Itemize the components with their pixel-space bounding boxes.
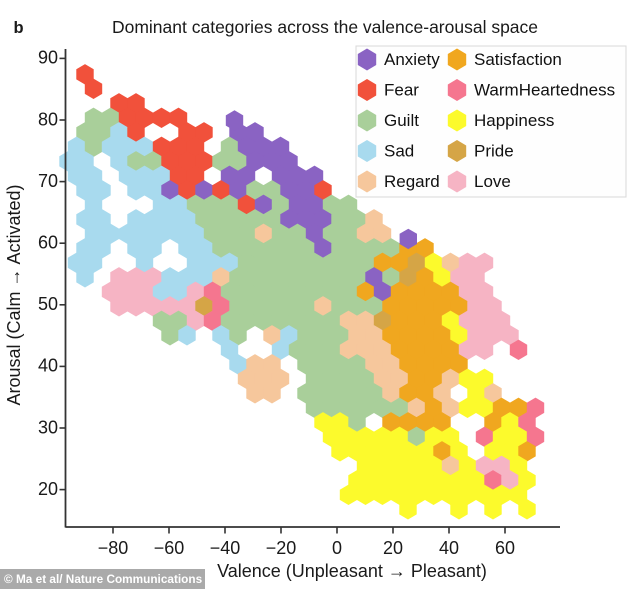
svg-text:© Ma et al/ Nature Communicati: © Ma et al/ Nature Communications [4, 572, 203, 586]
svg-text:90: 90 [38, 48, 58, 68]
svg-text:40: 40 [439, 538, 459, 558]
svg-text:Anxiety: Anxiety [384, 50, 440, 69]
svg-text:Pride: Pride [474, 141, 514, 160]
svg-text:b: b [14, 19, 24, 37]
svg-text:Satisfaction: Satisfaction [474, 50, 562, 69]
svg-text:70: 70 [38, 171, 58, 191]
svg-text:Sad: Sad [384, 141, 414, 160]
svg-text:−20: −20 [266, 538, 297, 558]
svg-text:50: 50 [38, 294, 58, 314]
svg-text:Fear: Fear [384, 80, 419, 99]
svg-text:30: 30 [38, 417, 58, 437]
svg-text:Love: Love [474, 172, 511, 191]
svg-text:−80: −80 [98, 538, 129, 558]
svg-text:WarmHeartedness: WarmHeartedness [474, 80, 615, 99]
svg-text:−60: −60 [154, 538, 185, 558]
svg-text:Valence (Unpleasant → Pleasant: Valence (Unpleasant → Pleasant) [217, 561, 487, 581]
svg-text:Guilt: Guilt [384, 111, 419, 130]
svg-text:40: 40 [38, 356, 58, 376]
svg-text:Regard: Regard [384, 172, 440, 191]
svg-text:Happiness: Happiness [474, 111, 554, 130]
svg-text:Dominant categories across the: Dominant categories across the valence-a… [112, 17, 538, 37]
svg-text:Arousal (Calm → Activated): Arousal (Calm → Activated) [4, 184, 24, 405]
svg-text:20: 20 [383, 538, 403, 558]
svg-text:80: 80 [38, 109, 58, 129]
svg-text:60: 60 [495, 538, 515, 558]
svg-text:−40: −40 [210, 538, 241, 558]
svg-text:0: 0 [332, 538, 342, 558]
svg-text:60: 60 [38, 232, 58, 252]
svg-text:20: 20 [38, 479, 58, 499]
